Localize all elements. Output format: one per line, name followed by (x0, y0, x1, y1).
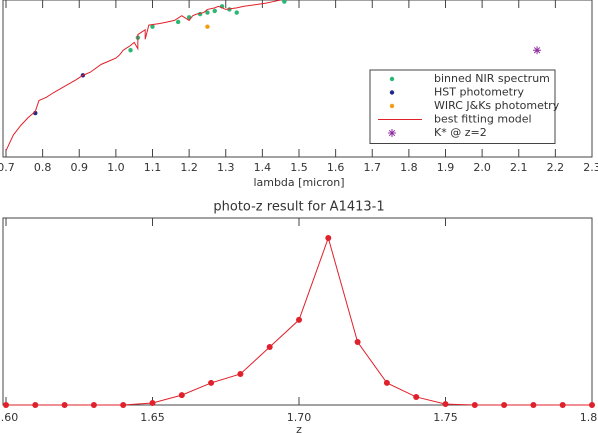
legend-label: binned NIR spectrum (434, 72, 550, 85)
x-tick-label: 1.60 (0, 411, 18, 424)
data-point (501, 402, 508, 408)
data-point (237, 370, 244, 377)
legend-marker (389, 76, 395, 82)
x-tick-label: 1.5 (290, 161, 308, 174)
data-point (175, 19, 181, 25)
x-tick-label: 1.80 (580, 411, 598, 424)
x-axis-label: lambda [micron] (253, 176, 344, 189)
data-point (413, 393, 420, 400)
x-tick-label: 2.3 (583, 161, 598, 174)
data-point (150, 24, 155, 29)
data-point (589, 402, 595, 408)
data-point (3, 402, 9, 408)
x-tick-label: 0.8 (34, 161, 52, 174)
legend-marker (389, 90, 395, 95)
data-point (234, 10, 239, 15)
star-marker (533, 46, 542, 55)
data-point (61, 402, 68, 408)
x-tick-label: 1.70 (287, 411, 312, 424)
x-tick-label: 1.7 (364, 161, 382, 174)
x-tick-label: 1.4 (254, 161, 272, 174)
x-tick-label: 1.9 (437, 161, 455, 174)
x-axis-label: z (296, 423, 302, 433)
x-tick-label: 2.2 (547, 161, 565, 174)
legend-box (369, 69, 556, 144)
legend-marker (388, 129, 396, 137)
x-tick-label: 0.9 (71, 161, 89, 174)
series-line (5, 0, 281, 151)
x-tick-label: 1.0 (107, 161, 125, 174)
x-tick-label: 1.65 (140, 411, 165, 424)
data-point (266, 344, 273, 351)
plot-frame (2, 217, 593, 406)
data-point (208, 379, 215, 386)
x-tick-label: 1.8 (400, 161, 418, 174)
data-point (205, 10, 210, 15)
data-point (559, 402, 566, 408)
data-point (282, 0, 287, 4)
data-point (149, 399, 156, 406)
x-tick-label: 1.6 (327, 161, 345, 174)
x-tick-label: 1.75 (433, 411, 458, 424)
x-tick-label: 1.3 (217, 161, 235, 174)
data-point (120, 402, 127, 408)
legend-marker (389, 103, 395, 109)
legend-label: HST photometry (434, 86, 525, 99)
data-point (530, 402, 537, 408)
data-point (32, 402, 39, 408)
x-tick-label: 0.7 (0, 161, 15, 174)
legend-label: K* @ z=2 (434, 126, 487, 139)
x-tick-label: 1.1 (144, 161, 162, 174)
x-tick-label: 2.0 (473, 161, 491, 174)
x-tick-label: 1.2 (180, 161, 198, 174)
data-point (442, 401, 449, 408)
data-point (212, 8, 217, 14)
legend-label: best fitting model (434, 113, 532, 126)
x-tick-label: 2.1 (510, 161, 528, 174)
data-point (325, 235, 332, 242)
data-point (296, 316, 302, 323)
plot-frame (2, 0, 593, 158)
data-point (383, 379, 390, 386)
data-point (205, 24, 210, 29)
data-point (90, 402, 97, 408)
data-point (471, 402, 478, 408)
data-point (178, 392, 185, 399)
data-point (128, 48, 133, 53)
legend-label: WIRC J&Ks photometry (434, 99, 560, 112)
data-point (354, 338, 361, 345)
chart-title: photo-z result for A1413-1 (213, 200, 384, 215)
